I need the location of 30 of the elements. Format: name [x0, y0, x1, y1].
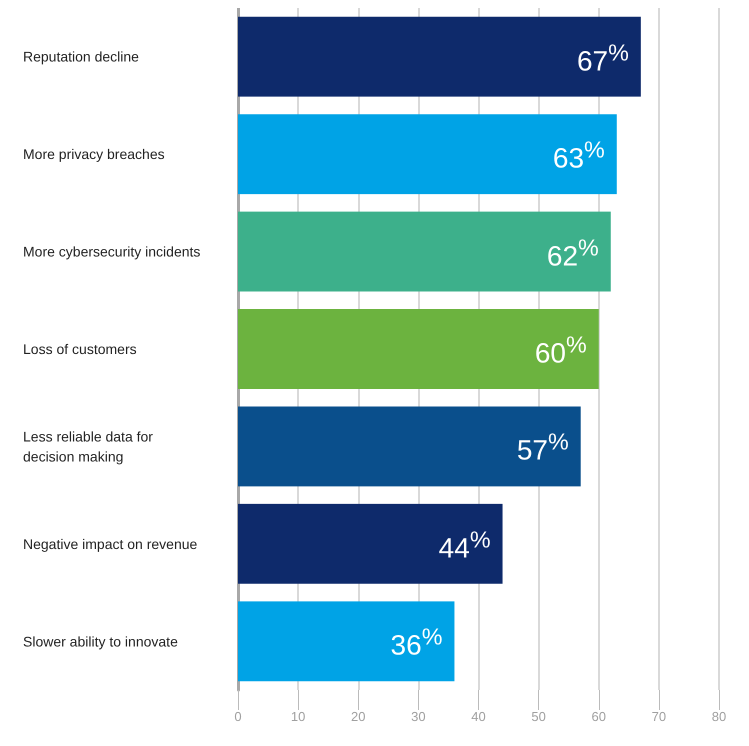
bar: [238, 212, 611, 292]
y-tick-label: Slower ability to innovate: [23, 633, 178, 650]
y-tick-label: Reputation decline: [23, 48, 140, 65]
bar: [238, 114, 617, 194]
y-tick-label: More privacy breaches: [23, 146, 165, 162]
y-tick-label: Negative impact on revenue: [23, 536, 198, 552]
bar: [238, 504, 503, 584]
data-label: 63$^{%}$: [552, 135, 605, 175]
x-tick-label: 50: [531, 709, 546, 724]
x-tick-label: 0: [234, 709, 242, 724]
data-label: 36$^{%}$: [390, 622, 442, 662]
data-label: 60$^{%}$: [534, 330, 587, 370]
data-label: 67$^{%}$: [576, 38, 629, 78]
x-tick-label: 30: [411, 709, 426, 724]
y-tick-label: Loss of customers: [23, 341, 137, 357]
x-tick-label: 20: [351, 709, 366, 724]
x-tick-label: 80: [712, 709, 726, 724]
x-tick-label: 10: [290, 709, 306, 724]
bar: [238, 309, 599, 389]
x-tick-label: 40: [471, 709, 486, 724]
data-label: 62$^{%}$: [546, 232, 599, 272]
x-tick-label: 70: [652, 709, 666, 724]
bar: [238, 16, 641, 97]
bar: [238, 601, 454, 682]
y-tick-label: Less reliable data for decision making: [23, 428, 157, 464]
bar: [238, 406, 581, 486]
y-tick-label: More cybersecurity incidents: [23, 244, 200, 260]
x-tick-label: 60: [592, 709, 606, 724]
data-label: 57$^{%}$: [516, 428, 569, 468]
data-label: 44$^{%}$: [438, 525, 491, 565]
